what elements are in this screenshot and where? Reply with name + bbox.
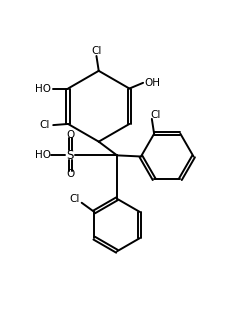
- Text: O: O: [66, 130, 74, 140]
- Text: O: O: [66, 169, 74, 179]
- Text: HO: HO: [35, 150, 51, 160]
- Text: OH: OH: [144, 78, 160, 88]
- Text: Cl: Cl: [39, 120, 49, 130]
- Text: Cl: Cl: [91, 46, 102, 56]
- Text: Cl: Cl: [150, 110, 161, 120]
- Text: Cl: Cl: [69, 194, 80, 204]
- Text: HO: HO: [35, 84, 51, 94]
- Text: S: S: [66, 149, 74, 162]
